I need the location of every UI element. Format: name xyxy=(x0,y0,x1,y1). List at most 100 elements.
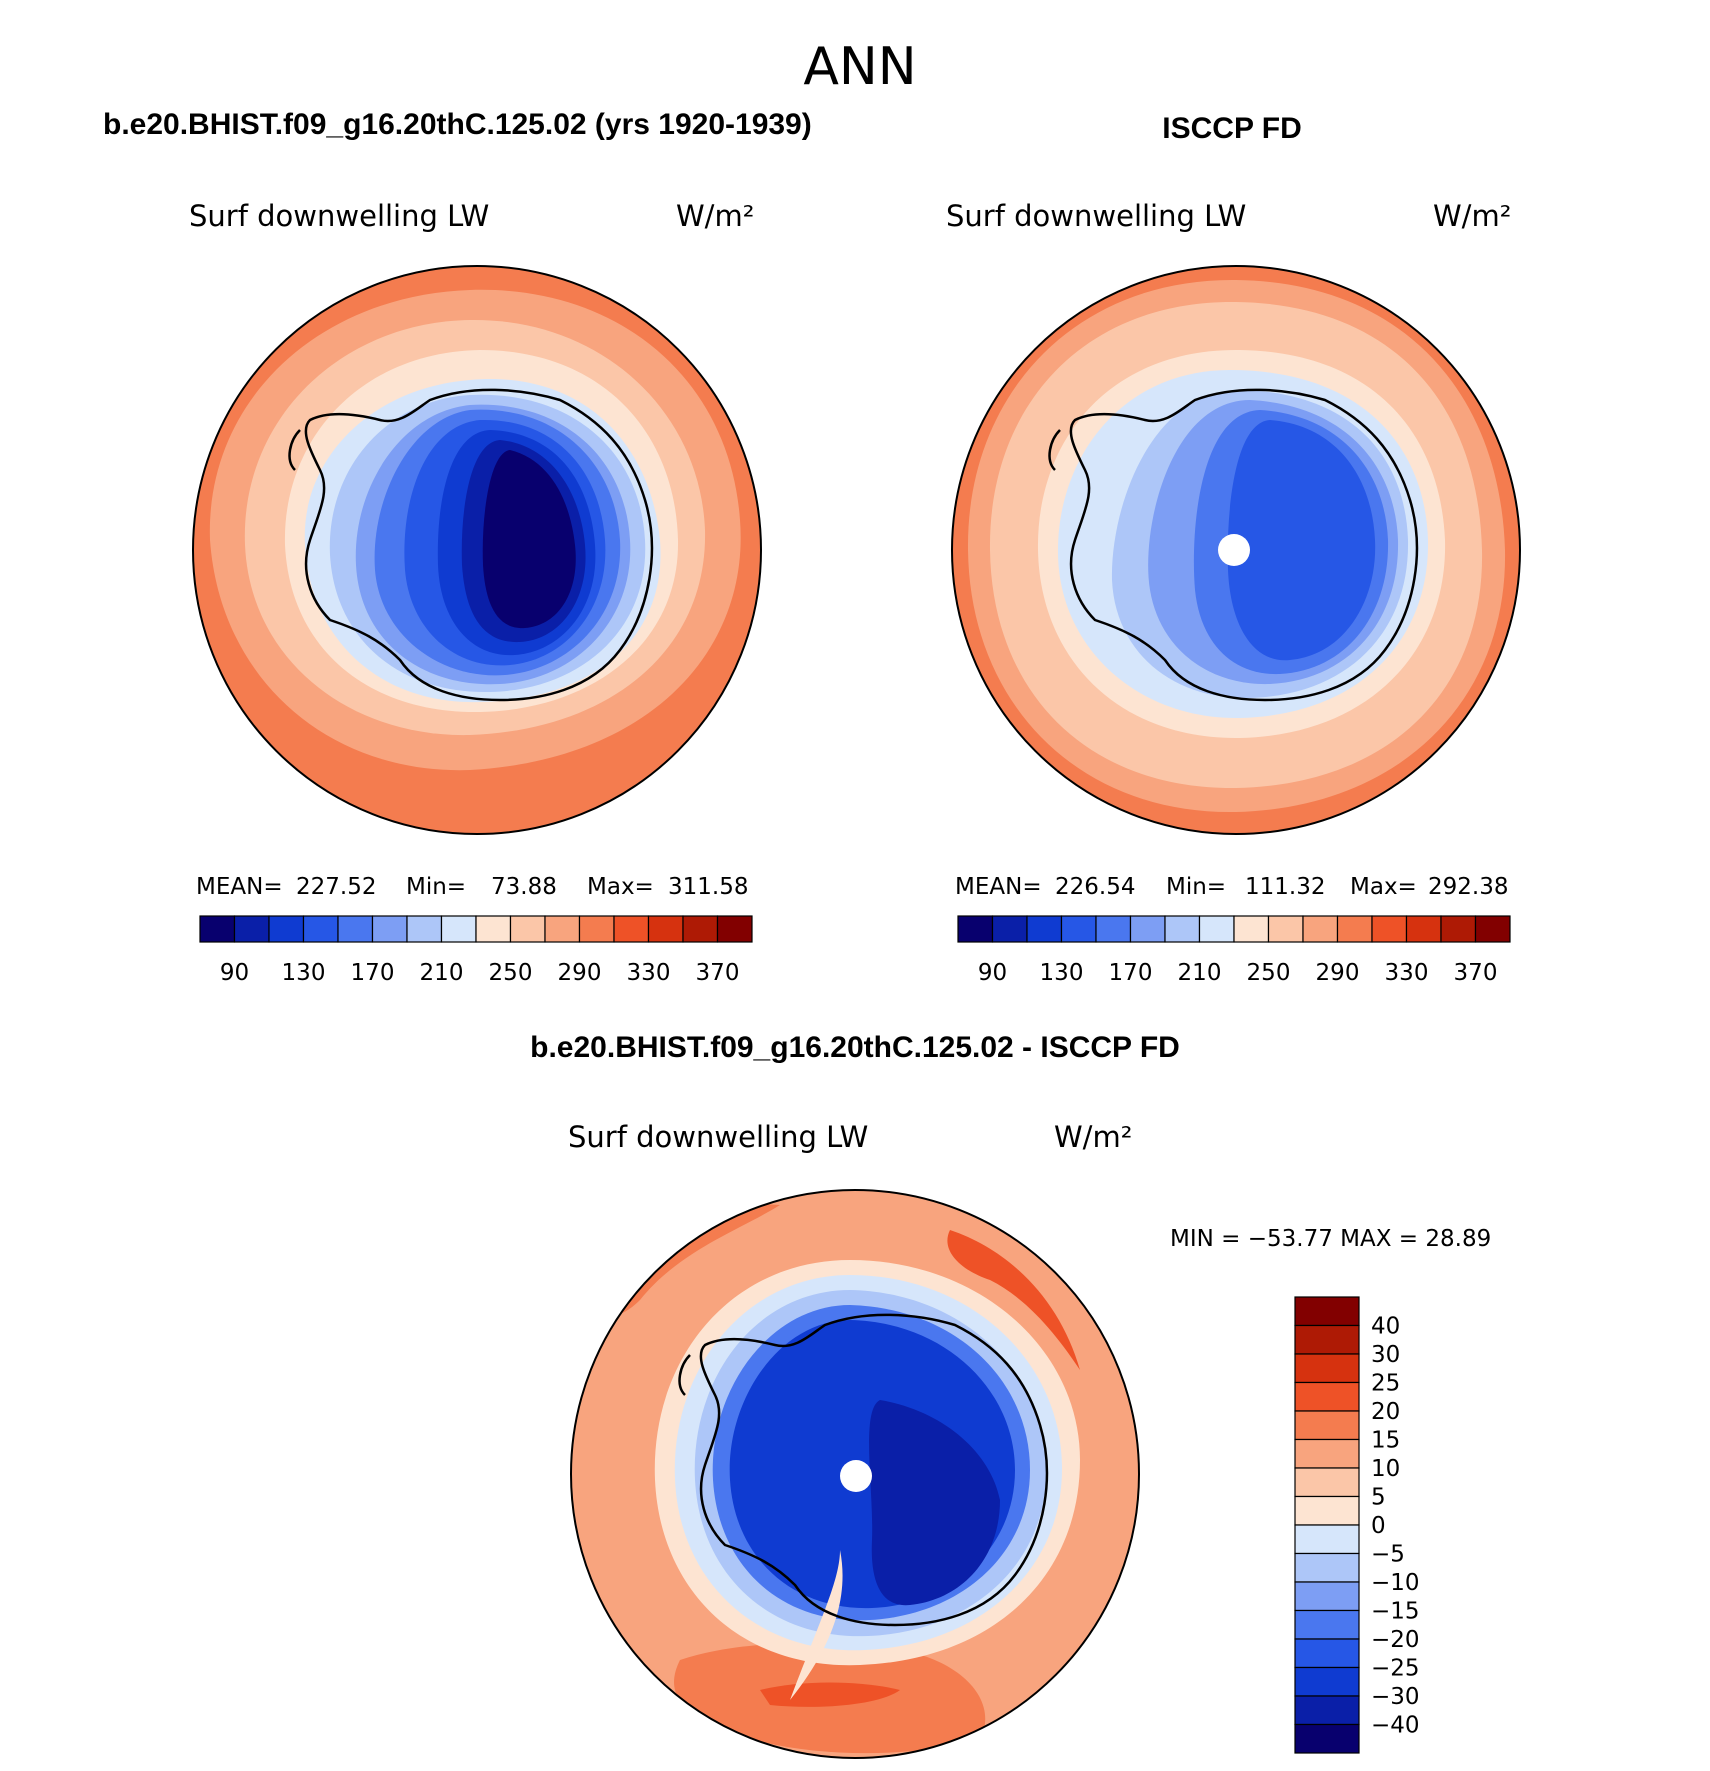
obs-map-border xyxy=(951,265,1521,835)
diff-map-border xyxy=(570,1189,1140,1759)
colorbar-swatch xyxy=(1336,915,1373,943)
colorbar-tick-label: 130 xyxy=(1040,960,1084,986)
svg-text:227.52: 227.52 xyxy=(296,874,376,900)
colorbar-swatch xyxy=(544,915,581,943)
colorbar-tick-label: −5 xyxy=(1371,1542,1405,1568)
colorbar-swatch xyxy=(1294,1723,1360,1754)
colorbar-swatch xyxy=(1294,1438,1360,1469)
colorbar-swatch xyxy=(613,915,650,943)
colorbar-swatch xyxy=(1294,1638,1360,1669)
colorbar-swatch xyxy=(1267,915,1304,943)
colorbar-swatch xyxy=(1233,915,1270,943)
obs-variable: Surf downwelling LW xyxy=(946,199,1246,233)
colorbar-tick-label: −25 xyxy=(1371,1656,1420,1682)
svg-text:MEAN=: MEAN= xyxy=(955,874,1042,900)
colorbar-swatch xyxy=(475,915,512,943)
svg-text:MEAN=: MEAN= xyxy=(196,874,283,900)
colorbar-swatch xyxy=(1294,1581,1360,1612)
colorbar-tick-label: −20 xyxy=(1371,1627,1420,1653)
colorbar-tick-label: 290 xyxy=(558,960,602,986)
colorbar-swatch xyxy=(233,915,270,943)
diff-header: b.e20.BHIST.f09_g16.20thC.125.02 - ISCCP… xyxy=(530,1031,1180,1064)
colorbar-tick-label: 370 xyxy=(1454,960,1498,986)
colorbar-tick-label: 5 xyxy=(1371,1485,1386,1511)
colorbar-swatch xyxy=(1440,915,1477,943)
colorbar-tick-label: −15 xyxy=(1371,1599,1420,1625)
colorbar-swatch xyxy=(1474,915,1511,943)
colorbar-swatch xyxy=(302,915,339,943)
colorbar-tick-label: 15 xyxy=(1371,1428,1400,1454)
colorbar-swatch xyxy=(1294,1381,1360,1412)
colorbar-swatch xyxy=(1294,1666,1360,1697)
colorbar-swatch xyxy=(1294,1524,1360,1555)
colorbar-swatch xyxy=(957,915,994,943)
model-header: b.e20.BHIST.f09_g16.20thC.125.02 (yrs 19… xyxy=(103,108,812,141)
colorbar-tick-label: 210 xyxy=(1178,960,1222,986)
model-units: W/m² xyxy=(676,199,754,233)
model-stats: MEAN= 227.52 Min= 73.88 Max= 311.58 xyxy=(196,874,748,900)
model-variable: Surf downwelling LW xyxy=(189,199,489,233)
svg-text:292.38: 292.38 xyxy=(1428,874,1508,900)
colorbar-tick-label: 250 xyxy=(489,960,533,986)
colorbar-swatch xyxy=(1294,1552,1360,1583)
svg-text:111.32: 111.32 xyxy=(1245,874,1325,900)
model-colorbar: 90 130 170 210 250 290 330 370 xyxy=(199,915,753,986)
colorbar-tick-label: 30 xyxy=(1371,1342,1400,1368)
svg-text:Max=: Max= xyxy=(587,874,654,900)
main-title: ANN xyxy=(803,37,916,97)
colorbar-swatch xyxy=(1026,915,1063,943)
colorbar-tick-label: 90 xyxy=(220,960,249,986)
colorbar-swatch xyxy=(1294,1495,1360,1526)
diff-units: W/m² xyxy=(1054,1120,1132,1154)
colorbar-swatch xyxy=(578,915,615,943)
colorbar-swatch xyxy=(509,915,546,943)
colorbar-swatch xyxy=(1294,1467,1360,1498)
colorbar-swatch xyxy=(682,915,719,943)
colorbar-swatch xyxy=(337,915,374,943)
colorbar-tick-label: 330 xyxy=(627,960,671,986)
colorbar-swatch xyxy=(199,915,236,943)
colorbar-swatch xyxy=(1129,915,1166,943)
obs-stats: MEAN= 226.54 Min= 111.32 Max= 292.38 xyxy=(955,874,1508,900)
colorbar-swatch xyxy=(1371,915,1408,943)
colorbar-swatch xyxy=(1095,915,1132,943)
svg-text:Min=: Min= xyxy=(1166,874,1226,900)
colorbar-tick-label: 250 xyxy=(1247,960,1291,986)
obs-units: W/m² xyxy=(1433,199,1511,233)
colorbar-swatch xyxy=(1294,1296,1360,1327)
obs-map xyxy=(952,266,1520,834)
colorbar-swatch xyxy=(371,915,408,943)
svg-text:226.54: 226.54 xyxy=(1055,874,1135,900)
colorbar-tick-label: 370 xyxy=(696,960,740,986)
colorbar-swatch xyxy=(1405,915,1442,943)
colorbar-tick-label: 130 xyxy=(282,960,326,986)
colorbar-tick-label: 0 xyxy=(1371,1513,1386,1539)
colorbar-tick-label: 170 xyxy=(1109,960,1153,986)
colorbar-swatch xyxy=(1294,1353,1360,1384)
colorbar-swatch xyxy=(1294,1609,1360,1640)
colorbar-swatch xyxy=(1294,1410,1360,1441)
colorbar-tick-label: 25 xyxy=(1371,1371,1400,1397)
colorbar-tick-label: −30 xyxy=(1371,1684,1420,1710)
colorbar-swatch xyxy=(647,915,684,943)
obs-header: ISCCP FD xyxy=(1162,112,1301,145)
colorbar-tick-label: 90 xyxy=(978,960,1007,986)
colorbar-swatch xyxy=(268,915,305,943)
colorbar-tick-label: −10 xyxy=(1371,1570,1420,1596)
colorbar-swatch xyxy=(406,915,443,943)
colorbar-tick-label: 330 xyxy=(1385,960,1429,986)
svg-text:311.58: 311.58 xyxy=(668,874,748,900)
model-map-border xyxy=(192,265,762,835)
colorbar-swatch xyxy=(1294,1324,1360,1355)
colorbar-swatch xyxy=(440,915,477,943)
obs-colorbar: 90 130 170 210 250 290 330 370 xyxy=(957,915,1511,986)
colorbar-swatch xyxy=(1060,915,1097,943)
colorbar-tick-label: −40 xyxy=(1371,1713,1420,1739)
colorbar-swatch xyxy=(991,915,1028,943)
colorbar-swatch xyxy=(1302,915,1339,943)
colorbar-tick-label: 20 xyxy=(1371,1399,1400,1425)
colorbar-swatch xyxy=(1294,1695,1360,1726)
colorbar-swatch xyxy=(716,915,753,943)
